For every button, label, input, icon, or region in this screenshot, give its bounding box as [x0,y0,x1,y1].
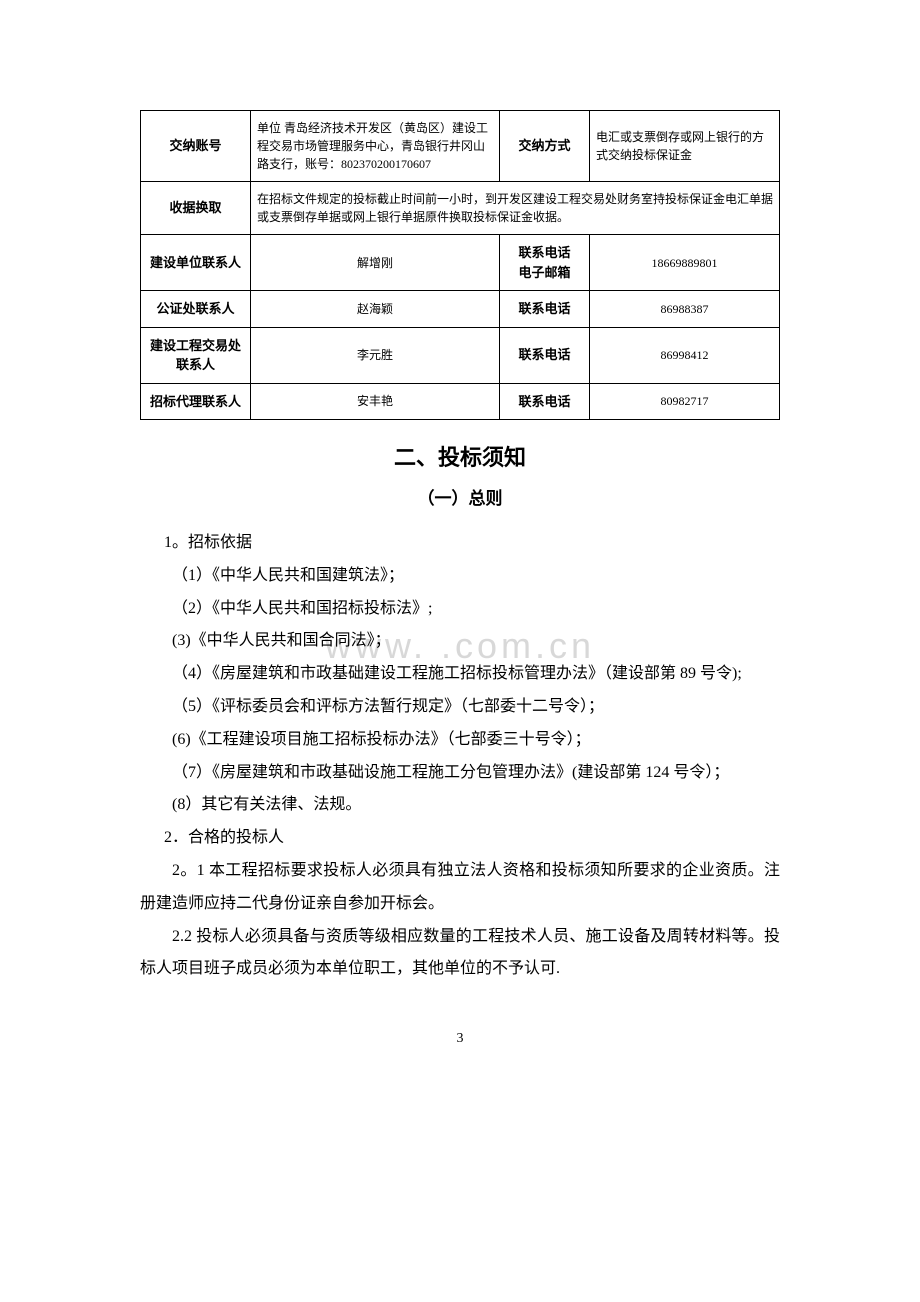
paragraph: 2.2 投标人必须具备与资质等级相应数量的工程技术人员、施工设备及周转材料等。投… [140,921,780,987]
paragraph: （4）《房屋建筑和市政基础建设工程施工招标投标管理办法》（建设部第 89 号令)… [140,658,780,691]
cell-content: 80982717 [590,383,780,420]
cell-label: 收据换取 [141,182,251,235]
paragraph: 2。1 本工程招标要求投标人必须具有独立法人资格和投标须知所要求的企业资质。注册… [140,855,780,921]
cell-content: 解增刚 [251,235,500,291]
paragraph: （5）《评标委员会和评标方法暂行规定》（七部委十二号令）； [140,691,780,724]
table-row: 建设工程交易处联系人 李元胜 联系电话 86998412 [141,327,780,383]
page-number: 3 [140,1031,780,1047]
paragraph: （1）《中华人民共和国建筑法》； [140,560,780,593]
cell-content: 18669889801 [590,235,780,291]
cell-label: 公证处联系人 [141,291,251,328]
cell-label: 联系电话 [500,383,590,420]
cell-label: 联系电话 [500,291,590,328]
table-row: 交纳账号 单位 青岛经济技术开发区（黄岛区）建设工程交易市场管理服务中心，青岛银… [141,111,780,182]
paragraph: (8）其它有关法律、法规。 [140,789,780,822]
cell-label: 联系电话 电子邮箱 [500,235,590,291]
paragraph: （7）《房屋建筑和市政基础设施工程施工分包管理办法》(建设部第 124 号令）； [140,757,780,790]
paragraph: 2．合格的投标人 [140,822,780,855]
cell-content: 在招标文件规定的投标截止时间前一小时，到开发区建设工程交易处财务室持投标保证金电… [251,182,780,235]
cell-content: 86988387 [590,291,780,328]
paragraph: (3)《中华人民共和国合同法》； [140,625,780,658]
cell-content: 赵海颖 [251,291,500,328]
cell-content: 电汇或支票倒存或网上银行的方式交纳投标保证金 [590,111,780,182]
cell-label: 交纳账号 [141,111,251,182]
cell-content: 安丰艳 [251,383,500,420]
info-table: 交纳账号 单位 青岛经济技术开发区（黄岛区）建设工程交易市场管理服务中心，青岛银… [140,110,780,420]
section-heading: 二、投标须知 [140,440,780,472]
table-row: 招标代理联系人 安丰艳 联系电话 80982717 [141,383,780,420]
table-row: 收据换取 在招标文件规定的投标截止时间前一小时，到开发区建设工程交易处财务室持投… [141,182,780,235]
paragraph: （2）《中华人民共和国招标投标法》; [140,593,780,626]
table-row: 公证处联系人 赵海颖 联系电话 86988387 [141,291,780,328]
cell-label: 招标代理联系人 [141,383,251,420]
cell-label: 联系电话 [500,327,590,383]
table-row: 建设单位联系人 解增刚 联系电话 电子邮箱 18669889801 [141,235,780,291]
cell-content: 李元胜 [251,327,500,383]
cell-content: 单位 青岛经济技术开发区（黄岛区）建设工程交易市场管理服务中心，青岛银行井冈山路… [251,111,500,182]
paragraph: 1。招标依据 [140,527,780,560]
cell-label: 建设单位联系人 [141,235,251,291]
body-text: 1。招标依据 （1）《中华人民共和国建筑法》； （2）《中华人民共和国招标投标法… [140,527,780,986]
cell-label: 建设工程交易处联系人 [141,327,251,383]
subsection-heading: （一）总则 [140,484,780,509]
paragraph: (6)《工程建设项目施工招标投标办法》（七部委三十号令）； [140,724,780,757]
cell-label: 交纳方式 [500,111,590,182]
cell-content: 86998412 [590,327,780,383]
